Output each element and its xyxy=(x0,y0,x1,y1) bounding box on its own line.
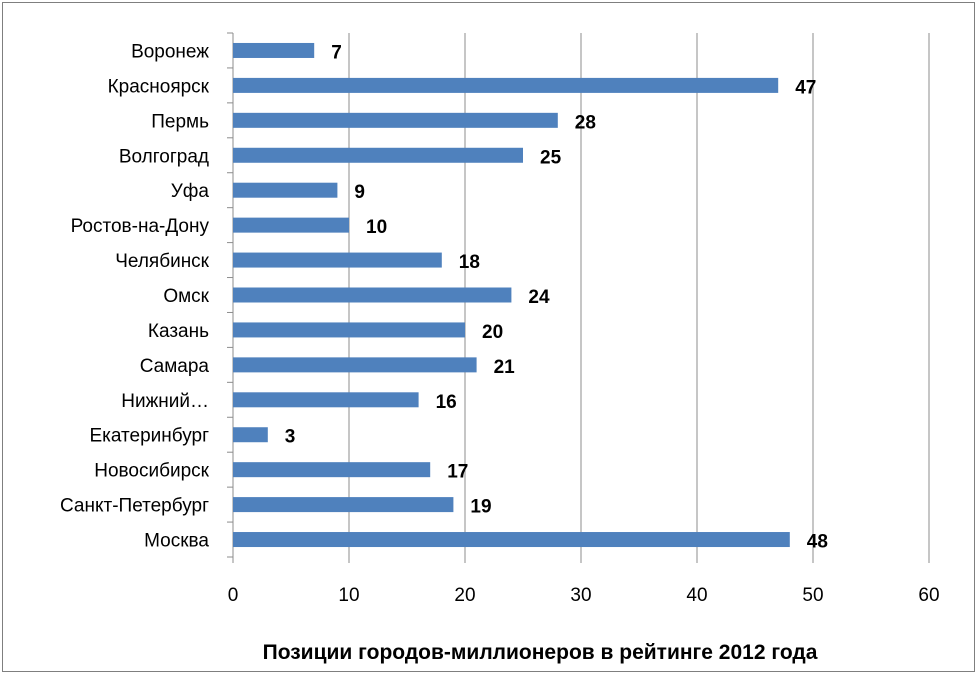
bar xyxy=(233,77,779,93)
x-tick-label: 30 xyxy=(570,585,591,606)
category-label: Омск xyxy=(163,286,209,307)
data-label: 25 xyxy=(540,147,562,168)
x-tick-label: 50 xyxy=(802,585,823,606)
bar xyxy=(233,357,477,373)
bar xyxy=(233,497,454,513)
x-tick-label: 60 xyxy=(918,585,939,606)
category-label: Уфа xyxy=(171,181,210,202)
category-label: Екатеринбург xyxy=(89,426,209,447)
bar xyxy=(233,42,315,58)
data-label: 24 xyxy=(528,287,550,308)
data-label: 19 xyxy=(470,497,491,518)
data-label: 48 xyxy=(807,532,828,553)
category-label: Новосибирск xyxy=(94,461,209,482)
bar xyxy=(233,252,442,268)
category-label: Нижний… xyxy=(121,391,209,412)
bar xyxy=(233,462,431,478)
data-label: 10 xyxy=(366,217,387,238)
bar xyxy=(233,322,465,338)
data-label: 18 xyxy=(459,252,480,273)
data-label: 9 xyxy=(354,182,365,203)
data-label: 21 xyxy=(494,357,516,378)
category-label: Челябинск xyxy=(115,251,209,272)
bars xyxy=(233,42,790,548)
category-label: Воронеж xyxy=(131,41,209,62)
category-label: Красноярск xyxy=(108,76,210,97)
category-label: Пермь xyxy=(151,111,209,132)
x-tick-label: 40 xyxy=(686,585,707,606)
data-label: 16 xyxy=(436,392,457,413)
data-label: 28 xyxy=(575,112,596,133)
category-labels: Воронеж Красноярск Пермь Волгоград Уфа Ростов… xyxy=(60,41,210,551)
bar xyxy=(233,392,419,408)
category-label: Казань xyxy=(148,321,209,342)
data-label: 47 xyxy=(795,77,816,98)
bar xyxy=(233,147,523,163)
category-label: Самара xyxy=(140,356,210,377)
data-label: 17 xyxy=(447,462,468,483)
data-label: 3 xyxy=(285,427,296,448)
category-label: Ростов-на-Дону xyxy=(71,216,210,237)
x-tick-label: 20 xyxy=(454,585,475,606)
bar xyxy=(233,532,790,548)
data-label: 7 xyxy=(331,42,342,63)
category-label: Санкт-Петербург xyxy=(60,496,209,517)
x-tick-label: 0 xyxy=(228,585,239,606)
category-label: Волгоград xyxy=(119,146,209,167)
chart-title: Позиции городов-миллионеров в рейтинге 2… xyxy=(263,641,818,664)
x-axis-ticks: 0 10 20 30 40 50 60 xyxy=(228,585,940,606)
bar xyxy=(233,427,268,443)
x-tick-label: 10 xyxy=(338,585,359,606)
bar xyxy=(233,182,338,198)
bar xyxy=(233,217,349,233)
category-label: Москва xyxy=(144,531,209,552)
data-label: 20 xyxy=(482,322,503,343)
bar xyxy=(233,112,558,128)
bar xyxy=(233,287,512,303)
